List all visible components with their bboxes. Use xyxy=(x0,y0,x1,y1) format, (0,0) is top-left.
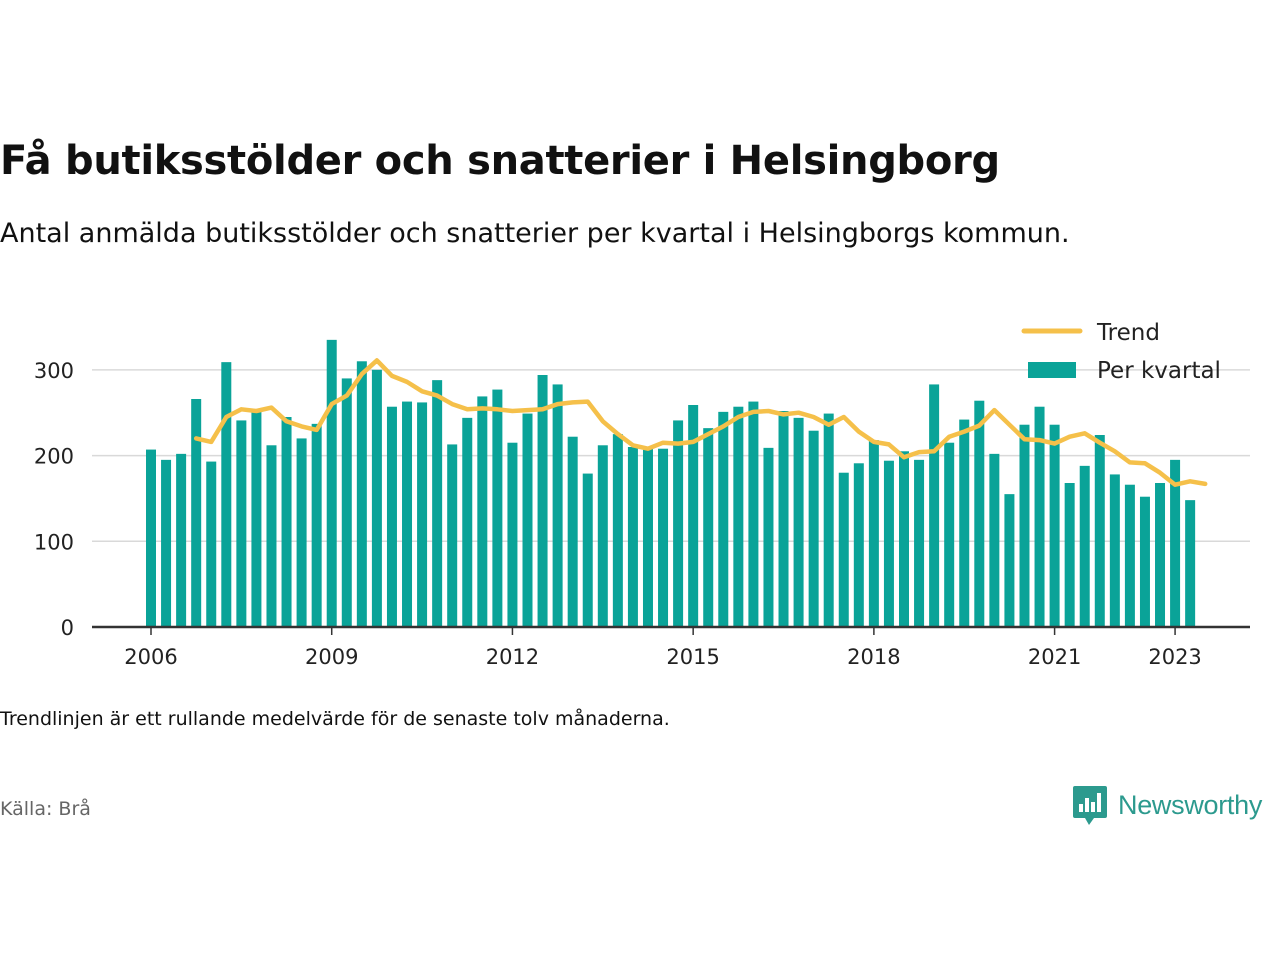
chart-subtitle: Antal anmälda butiksstölder och snatteri… xyxy=(0,218,1070,249)
bar xyxy=(206,461,217,627)
bar xyxy=(1004,494,1015,627)
bar xyxy=(266,445,277,627)
bar xyxy=(974,400,985,627)
bar xyxy=(552,384,563,627)
bar xyxy=(341,378,352,627)
bar xyxy=(296,438,307,627)
bar xyxy=(582,473,593,627)
bar xyxy=(718,411,729,627)
bar xyxy=(703,428,714,627)
y-tick-label: 100 xyxy=(34,530,74,554)
bar xyxy=(989,453,1000,627)
bar xyxy=(733,406,744,627)
bar xyxy=(823,413,834,627)
bar xyxy=(326,339,337,627)
bar xyxy=(417,402,428,627)
bar xyxy=(1049,424,1060,627)
source-text: Källa: Brå xyxy=(0,798,91,820)
bar xyxy=(853,463,864,627)
bar xyxy=(597,445,608,627)
bar xyxy=(1079,465,1090,627)
bar xyxy=(944,442,955,627)
x-tick-label: 2021 xyxy=(1028,645,1081,669)
newsworthy-icon xyxy=(1073,786,1107,825)
bar xyxy=(537,375,548,627)
bar xyxy=(311,423,322,627)
bar xyxy=(959,419,970,627)
bar xyxy=(386,406,397,627)
bar xyxy=(356,361,367,627)
bar xyxy=(281,417,292,627)
bar xyxy=(1170,459,1181,627)
bar xyxy=(688,405,699,627)
bar xyxy=(447,444,458,627)
bar xyxy=(673,420,684,627)
bar xyxy=(402,401,413,627)
bar xyxy=(793,417,804,627)
bar xyxy=(929,384,940,627)
brand-name: Newsworthy xyxy=(1118,789,1263,820)
y-tick-label: 300 xyxy=(34,359,74,383)
bar xyxy=(176,453,187,627)
bar xyxy=(492,389,503,627)
bar xyxy=(251,411,262,627)
newsworthy-logo[interactable]: Newsworthy xyxy=(1072,784,1262,826)
bar xyxy=(748,401,759,627)
bar xyxy=(1124,484,1135,627)
bar xyxy=(838,472,849,627)
bar xyxy=(883,460,894,627)
bar xyxy=(1109,474,1120,627)
y-tick-label: 0 xyxy=(61,616,74,640)
bar xyxy=(146,449,156,627)
x-tick-label: 2009 xyxy=(305,645,358,669)
bar xyxy=(462,417,473,627)
bar xyxy=(899,451,909,627)
bar xyxy=(627,447,638,627)
bar xyxy=(1064,483,1075,627)
x-tick-label: 2006 xyxy=(124,645,177,669)
chart-title: Få butiksstölder och snatterier i Helsin… xyxy=(0,138,1000,184)
bar xyxy=(236,420,247,627)
bar xyxy=(612,434,623,627)
bar xyxy=(914,459,925,627)
bar xyxy=(1094,435,1105,627)
bar xyxy=(507,442,518,627)
bar xyxy=(221,362,232,627)
bar xyxy=(161,459,172,627)
bar xyxy=(567,436,578,627)
bar xyxy=(658,448,669,627)
bar xyxy=(808,430,819,627)
trend-series xyxy=(193,358,1208,487)
legend-bar-label: Per kvartal xyxy=(1097,358,1221,384)
bar xyxy=(1155,483,1166,627)
x-tick-label: 2018 xyxy=(847,645,900,669)
bar xyxy=(522,413,533,627)
bar-series-per-kvartal xyxy=(146,339,1196,627)
legend: Trend Per kvartal xyxy=(1021,320,1221,384)
x-tick-label: 2023 xyxy=(1148,645,1201,669)
bar xyxy=(763,447,774,627)
legend-bar-swatch xyxy=(1028,362,1076,378)
bar xyxy=(477,396,488,627)
bar xyxy=(432,380,443,627)
bar xyxy=(1019,424,1030,627)
trend-note: Trendlinjen är ett rullande medelvärde f… xyxy=(0,708,670,730)
bar xyxy=(371,369,382,627)
bar xyxy=(868,440,879,627)
x-tick-label: 2012 xyxy=(486,645,539,669)
axes: 2006 2009 2012 2015 2018 2021 2023 xyxy=(92,625,1250,669)
bar xyxy=(191,399,202,627)
bar xyxy=(778,411,789,627)
bar xyxy=(642,448,653,627)
bar xyxy=(1034,406,1045,627)
x-tick-label: 2015 xyxy=(666,645,719,669)
bar xyxy=(1139,496,1150,627)
bar xyxy=(1185,500,1196,627)
legend-trend-label: Trend xyxy=(1096,320,1160,346)
y-tick-label: 200 xyxy=(34,445,74,469)
trend-line xyxy=(193,358,1208,487)
